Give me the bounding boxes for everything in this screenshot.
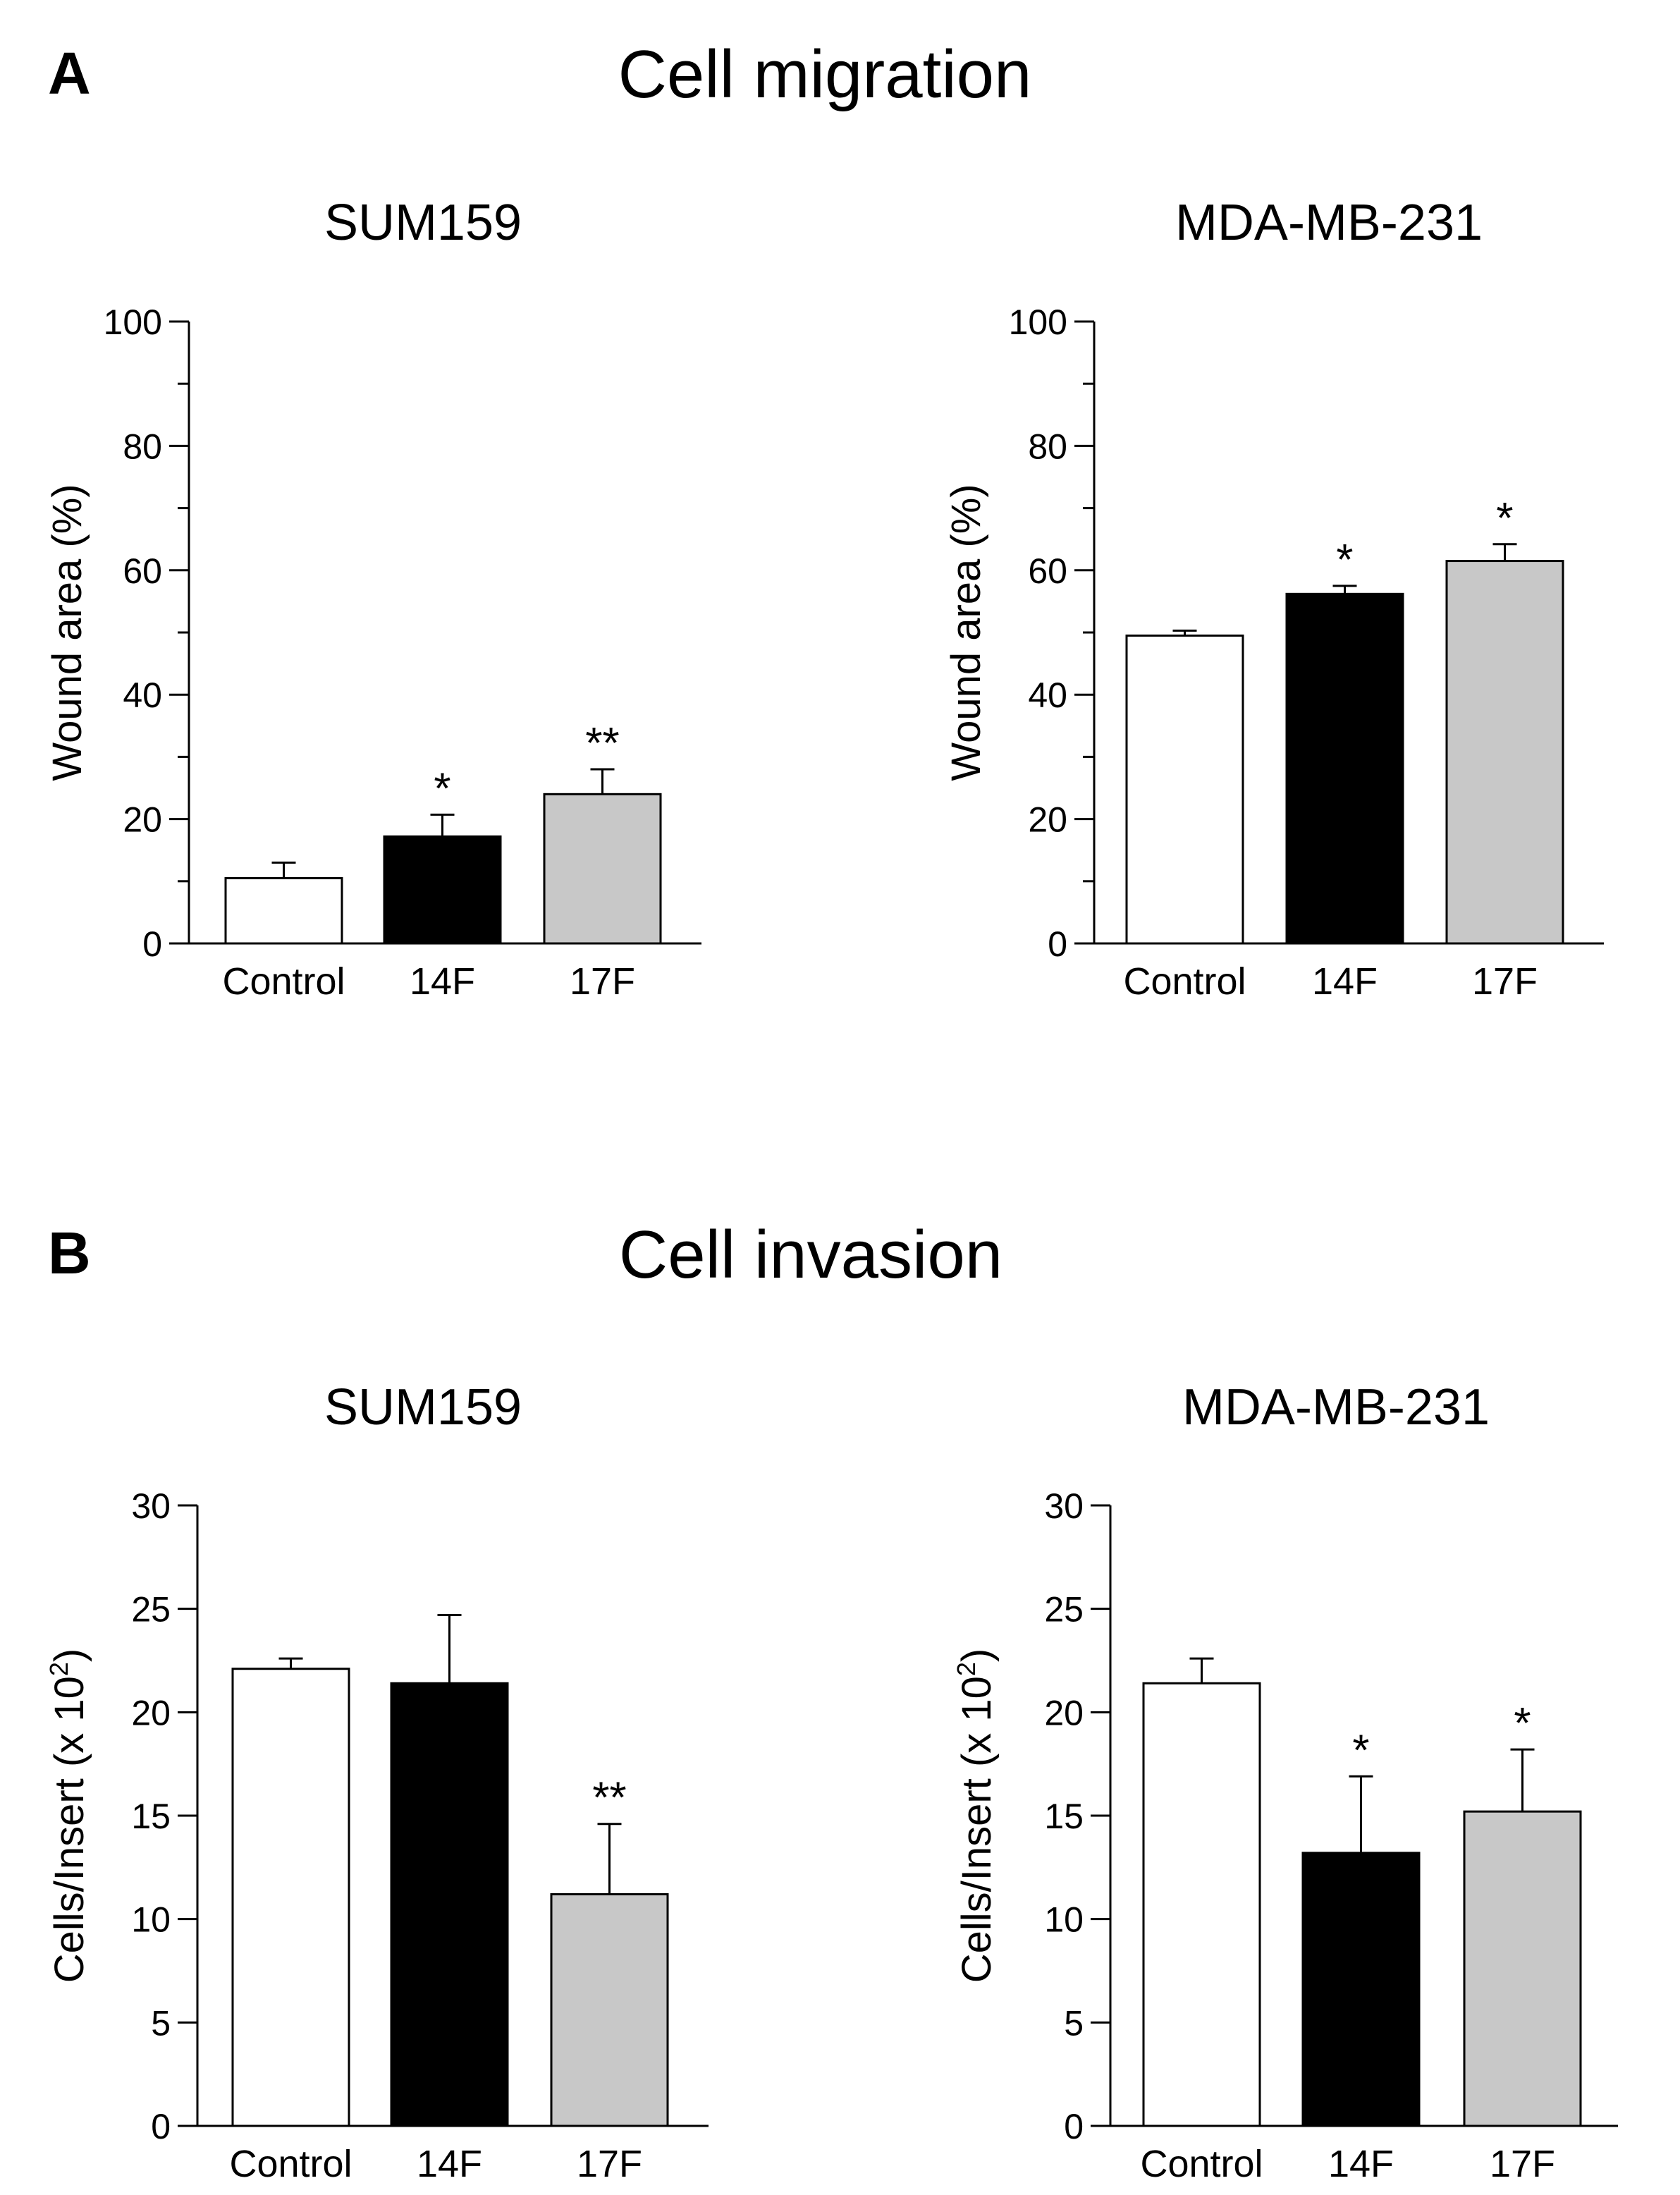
bar-control	[224, 876, 343, 945]
x-tick-label: Control	[1123, 960, 1246, 1003]
y-axis-label: Cells/Insert (x 102)	[952, 1649, 1000, 1983]
y-axis-label: Cells/Insert (x 102)	[44, 1649, 92, 1983]
y-tick-label: 20	[131, 1693, 171, 1732]
chart-b-mda-mb-231: MDA-MB-231 Cells/Insert (x 102) 0 5 10 15 20 25…	[952, 1379, 1618, 2185]
y-tick-label: 40	[1028, 675, 1067, 715]
y-tick-label: 30	[1044, 1486, 1084, 1526]
panel-b-letter: B	[48, 1220, 91, 1286]
x-tick-label: Control	[222, 960, 345, 1003]
significance-marker: *	[1352, 1726, 1369, 1775]
chart-title: SUM159	[324, 1379, 522, 1436]
x-tick-label: Control	[1140, 2143, 1263, 2185]
y-tick-label: 0	[151, 2107, 171, 2146]
y-tick-label: 80	[123, 427, 162, 466]
bar-17f	[550, 1893, 669, 2127]
chart-title: MDA-MB-231	[1182, 1379, 1490, 1436]
y-tick-label: 30	[131, 1486, 171, 1526]
panel-a-title: Cell migration	[618, 37, 1032, 112]
y-tick-label: 15	[131, 1797, 171, 1836]
bar-14f	[1301, 1852, 1421, 2127]
chart-a-mda-mb-231: MDA-MB-231 Wound area (%) 0 20 40 60 80 100 Cont…	[943, 195, 1604, 1003]
x-tick-label: 17F	[1472, 960, 1538, 1003]
chart-a-sum159: SUM159 Wound area (%) 0 20 40 60 80 100 Control *…	[44, 195, 701, 1003]
bar-control	[1125, 634, 1244, 945]
significance-marker: **	[592, 1774, 626, 1823]
y-tick-label: 10	[131, 1900, 171, 1940]
significance-marker: *	[1514, 1699, 1531, 1748]
bar-17f	[1445, 560, 1564, 945]
x-tick-label: 14F	[410, 960, 475, 1003]
panel-a-letter: A	[48, 40, 91, 106]
y-tick-label: 0	[142, 924, 162, 964]
bar-17f	[1463, 1810, 1582, 2127]
bar-control	[231, 1668, 350, 2127]
chart-title: SUM159	[324, 195, 522, 251]
y-tick-label: 60	[123, 551, 162, 591]
panel-b-title: Cell invasion	[618, 1217, 1003, 1292]
y-tick-label: 15	[1044, 1797, 1084, 1836]
x-tick-label: 14F	[1328, 2143, 1394, 2185]
y-tick-label: 20	[1044, 1693, 1084, 1732]
y-tick-label: 5	[151, 2003, 171, 2043]
significance-marker: *	[1496, 494, 1513, 543]
x-tick-label: 17F	[577, 2143, 642, 2185]
bar-control	[1142, 1682, 1261, 2127]
y-tick-label: 60	[1028, 551, 1067, 591]
x-tick-label: 14F	[417, 2143, 482, 2185]
y-tick-label: 5	[1064, 2003, 1084, 2043]
x-tick-label: 17F	[1490, 2143, 1555, 2185]
y-axis-label: Wound area (%)	[44, 484, 90, 781]
y-tick-label: 80	[1028, 427, 1067, 466]
y-tick-label: 20	[1028, 800, 1067, 840]
y-tick-label: 40	[123, 675, 162, 715]
significance-marker: *	[434, 764, 450, 813]
significance-marker: *	[1336, 536, 1353, 585]
significance-marker: **	[585, 719, 619, 768]
y-tick-label: 100	[1009, 302, 1067, 342]
x-tick-label: 14F	[1312, 960, 1378, 1003]
y-tick-label: 20	[123, 800, 162, 840]
y-axis-label: Wound area (%)	[943, 484, 989, 781]
y-tick-label: 0	[1048, 924, 1067, 964]
y-tick-label: 25	[1044, 1590, 1084, 1630]
bar-17f	[543, 793, 662, 945]
y-tick-label: 25	[131, 1590, 171, 1630]
y-tick-label: 100	[104, 302, 162, 342]
bar-14f	[390, 1682, 509, 2127]
y-tick-label: 10	[1044, 1900, 1084, 1940]
chart-title: MDA-MB-231	[1175, 195, 1483, 251]
chart-b-sum159: SUM159 Cells/Insert (x 102) 0 5 10 15 20 25 30 Co…	[44, 1379, 709, 2185]
y-tick-label: 0	[1064, 2107, 1084, 2146]
bar-14f	[1285, 592, 1404, 945]
x-tick-label: Control	[229, 2143, 352, 2185]
bar-14f	[383, 835, 502, 945]
x-tick-label: 17F	[570, 960, 635, 1003]
